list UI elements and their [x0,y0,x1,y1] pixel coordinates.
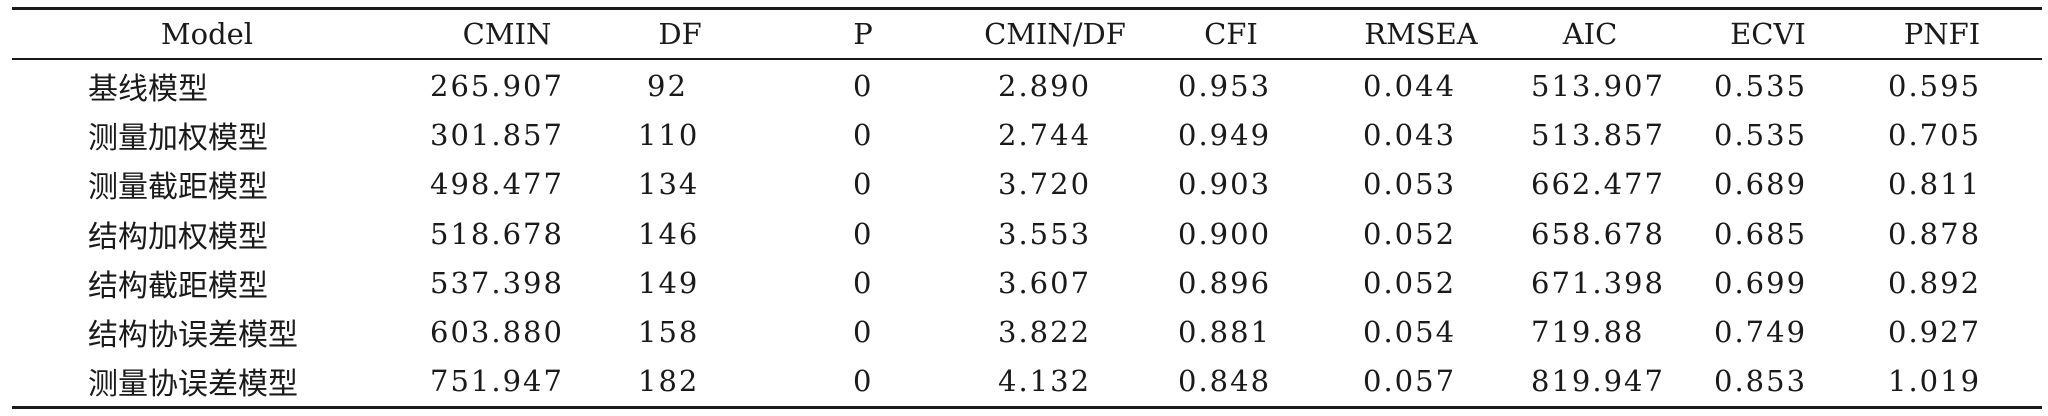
table-header-row: Model CMIN DF P CMIN/DF CFI RMSEA AIC EC… [12,10,2042,58]
cell-cfi: 0.896 [1178,265,1272,300]
results-table: Model CMIN DF P CMIN/DF CFI RMSEA AIC EC… [12,0,2042,416]
cell-cmin: 498.477 [430,167,564,202]
table-row: 基线模型 265.907 92 0 2.890 0.953 0.044 513.… [12,61,2042,110]
cell-df: 149 [638,265,700,300]
cell-ecvi: 0.749 [1714,315,1808,350]
cell-df: 158 [638,315,700,350]
cell-p: 0 [853,364,874,399]
bottom-rule [12,406,2042,409]
cell-ecvi: 0.853 [1714,364,1808,399]
cell-p: 0 [853,265,874,300]
header-ecvi: ECVI [1730,17,1806,51]
cell-aic: 819.947 [1531,364,1665,399]
cell-cmin-df: 3.720 [998,167,1092,202]
header-model: Model [160,17,254,51]
table-row: 结构协误差模型 603.880 158 0 3.822 0.881 0.054 … [12,307,2042,356]
cell-cfi: 0.903 [1178,167,1272,202]
cell-model: 测量加权模型 [88,120,268,156]
cell-df: 92 [647,68,688,103]
cell-cmin-df: 2.890 [998,68,1092,103]
cell-df: 134 [638,167,700,202]
header-rmsea: RMSEA [1364,17,1478,51]
header-pnfi: PNFI [1903,17,1981,51]
header-p: P [853,17,873,51]
cell-aic: 658.678 [1531,216,1665,251]
cell-rmsea: 0.052 [1363,265,1457,300]
header-aic: AIC [1562,17,1618,51]
header-cmin-df: CMIN/DF [984,17,1126,51]
cell-cfi: 0.881 [1178,315,1272,350]
table-body: 基线模型 265.907 92 0 2.890 0.953 0.044 513.… [12,61,2042,406]
cell-pnfi: 0.892 [1888,265,1982,300]
cell-p: 0 [853,216,874,251]
cell-cfi: 0.900 [1178,216,1272,251]
cell-cmin-df: 4.132 [998,364,1092,399]
cell-rmsea: 0.052 [1363,216,1457,251]
cell-cmin: 518.678 [430,216,564,251]
cell-df: 182 [638,364,700,399]
cell-cmin-df: 3.553 [998,216,1092,251]
cell-pnfi: 0.705 [1888,117,1982,152]
cell-pnfi: 0.927 [1888,315,1982,350]
cell-aic: 719.88 [1531,315,1645,350]
cell-ecvi: 0.699 [1714,265,1808,300]
cell-cmin-df: 2.744 [998,117,1092,152]
cell-cfi: 0.848 [1178,364,1272,399]
cell-p: 0 [853,315,874,350]
cell-aic: 662.477 [1531,167,1665,202]
cell-aic: 671.398 [1531,265,1665,300]
cell-cmin: 301.857 [430,117,564,152]
cell-ecvi: 0.535 [1714,68,1808,103]
cell-model: 结构截距模型 [88,268,268,304]
cell-aic: 513.907 [1531,68,1665,103]
cell-model: 基线模型 [88,71,208,107]
header-cfi: CFI [1204,17,1258,51]
header-df: DF [658,17,702,51]
cell-rmsea: 0.057 [1363,364,1457,399]
cell-pnfi: 0.878 [1888,216,1982,251]
header-rule [12,58,2042,60]
cell-cfi: 0.949 [1178,117,1272,152]
cell-model: 测量协误差模型 [88,367,298,403]
cell-p: 0 [853,117,874,152]
cell-rmsea: 0.053 [1363,167,1457,202]
cell-model: 结构协误差模型 [88,318,298,354]
table-row: 测量截距模型 498.477 134 0 3.720 0.903 0.053 6… [12,160,2042,209]
table-row: 结构截距模型 537.398 149 0 3.607 0.896 0.052 6… [12,258,2042,307]
cell-rmsea: 0.054 [1363,315,1457,350]
table-row: 测量加权模型 301.857 110 0 2.744 0.949 0.043 5… [12,110,2042,159]
cell-cmin-df: 3.822 [998,315,1092,350]
top-rule [12,7,2042,10]
cell-p: 0 [853,167,874,202]
cell-df: 110 [638,117,700,152]
table-row: 测量协误差模型 751.947 182 0 4.132 0.848 0.057 … [12,357,2042,406]
cell-ecvi: 0.535 [1714,117,1808,152]
cell-model: 测量截距模型 [88,170,268,206]
cell-rmsea: 0.044 [1363,68,1457,103]
header-cmin: CMIN [462,17,552,51]
cell-pnfi: 0.811 [1888,167,1982,202]
cell-cmin-df: 3.607 [998,265,1092,300]
cell-p: 0 [853,68,874,103]
cell-cmin: 603.880 [430,315,564,350]
cell-pnfi: 1.019 [1888,364,1982,399]
cell-cmin: 751.947 [430,364,564,399]
cell-cfi: 0.953 [1178,68,1272,103]
cell-df: 146 [638,216,700,251]
cell-ecvi: 0.685 [1714,216,1808,251]
cell-pnfi: 0.595 [1888,68,1982,103]
cell-cmin: 537.398 [430,265,564,300]
cell-model: 结构加权模型 [88,219,268,255]
cell-ecvi: 0.689 [1714,167,1808,202]
cell-aic: 513.857 [1531,117,1665,152]
table-row: 结构加权模型 518.678 146 0 3.553 0.900 0.052 6… [12,209,2042,258]
cell-cmin: 265.907 [430,68,564,103]
cell-rmsea: 0.043 [1363,117,1457,152]
